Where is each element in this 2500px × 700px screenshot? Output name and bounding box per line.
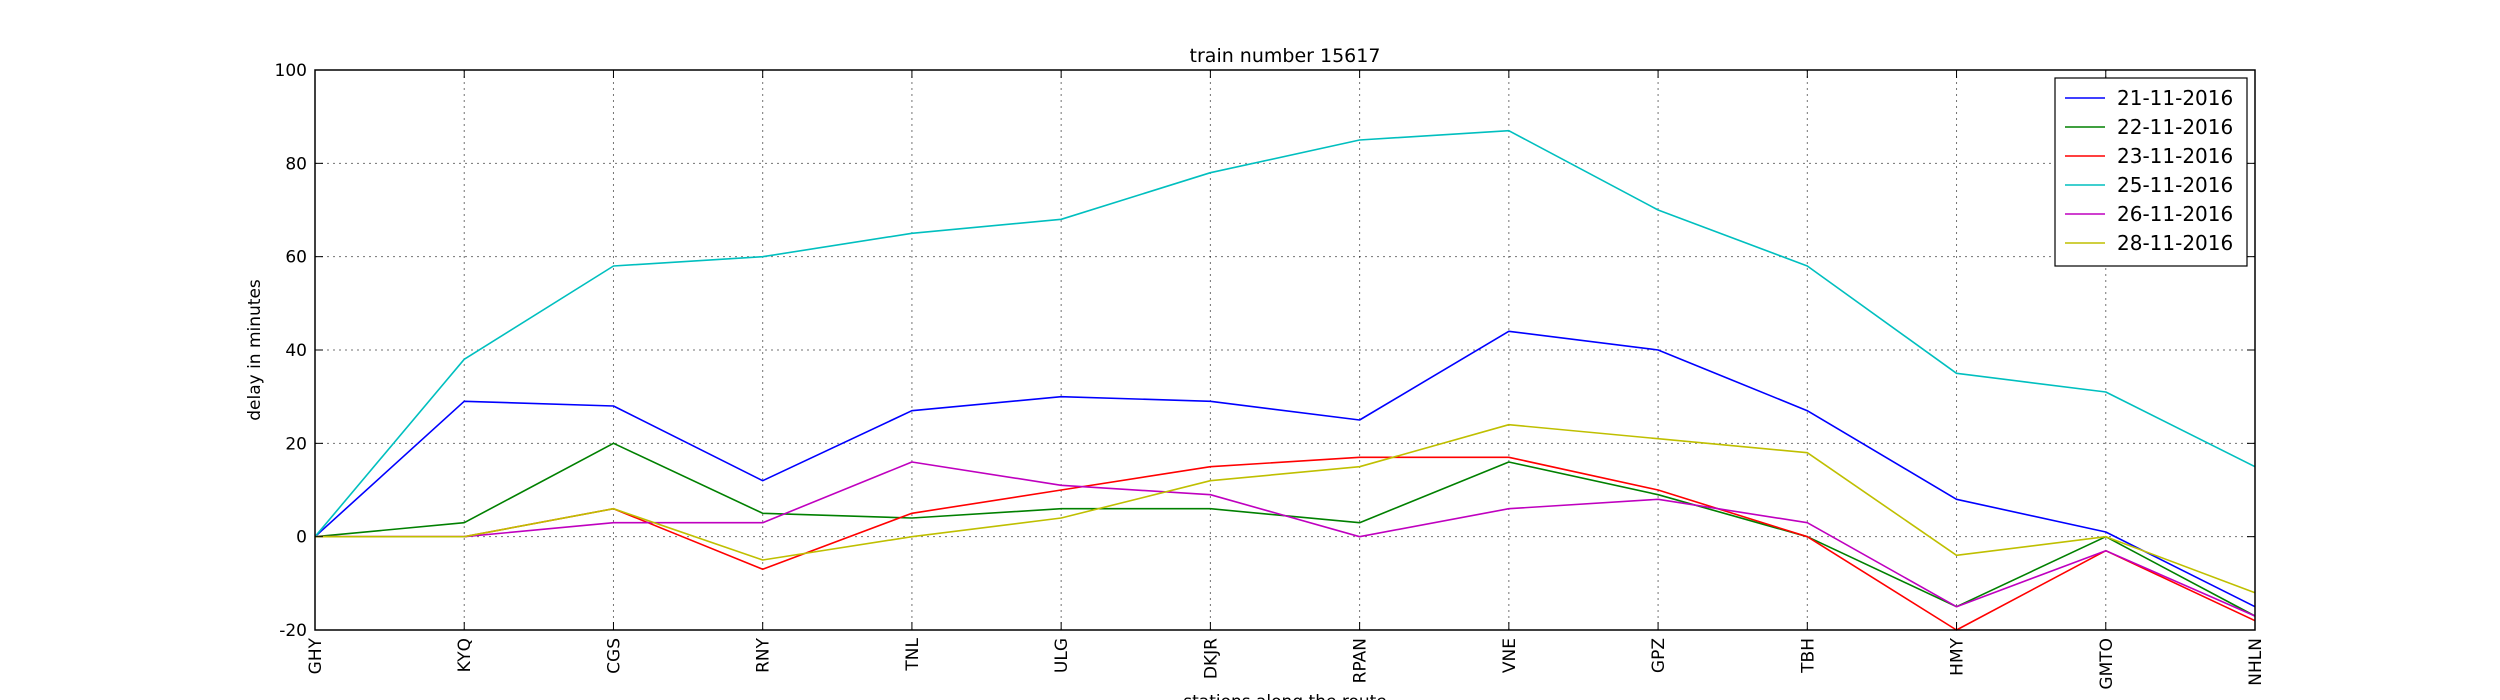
legend-label: 22-11-2016 (2117, 115, 2233, 139)
axis-ticks: GHY KYQ CGS RNY TNL ULG DKJR RPAN VNE GPZ TBH HMY GM… (275, 61, 2266, 690)
y-tick-label: 80 (285, 154, 307, 174)
x-tick-label: KYQ (455, 638, 475, 672)
x-axis-label: stations along the route (1183, 692, 1387, 700)
x-tick-label: ULG (1052, 638, 1072, 673)
legend: 21-11-2016 22-11-2016 23-11-2016 25-11-2016… (2054, 77, 2248, 267)
y-axis-label: delay in minutes (245, 279, 265, 421)
x-tick-label: NHLN (2246, 638, 2266, 686)
legend-label: 23-11-2016 (2117, 144, 2233, 168)
legend-label: 25-11-2016 (2117, 173, 2233, 197)
x-tick-label: CGS (604, 638, 624, 674)
x-tick-label: DKJR (1201, 638, 1221, 679)
legend-label: 28-11-2016 (2117, 231, 2233, 255)
x-tick-label: HMY (1948, 637, 1968, 675)
y-tick-label: 0 (296, 528, 307, 548)
y-tick-label: 100 (275, 61, 307, 81)
series-line (314, 330, 2256, 608)
chart-title: train number 15617 (1190, 45, 1381, 67)
y-tick-label: 60 (285, 248, 307, 268)
x-tick-label: RPAN (1351, 638, 1371, 683)
x-tick-label: GMTO (2097, 638, 2117, 690)
x-tick-label: GHY (306, 637, 326, 674)
series-line (315, 423, 2256, 594)
series-layer (314, 129, 2256, 631)
x-tick-label: GPZ (1649, 638, 1669, 673)
series-line (315, 461, 2256, 617)
series-line (314, 129, 2256, 538)
legend-label: 26-11-2016 (2117, 202, 2233, 226)
legend-label: 21-11-2016 (2117, 86, 2233, 110)
series-line (315, 456, 2256, 631)
y-tick-label: -20 (279, 621, 307, 641)
x-tick-label: TBH (1798, 638, 1818, 674)
x-tick-label: VNE (1500, 638, 1520, 673)
y-tick-label: 20 (285, 434, 307, 454)
x-tick-label: TNL (903, 637, 923, 671)
y-tick-label: 40 (285, 341, 307, 361)
x-tick-label: RNY (754, 637, 774, 673)
legend-box (2054, 77, 2248, 267)
